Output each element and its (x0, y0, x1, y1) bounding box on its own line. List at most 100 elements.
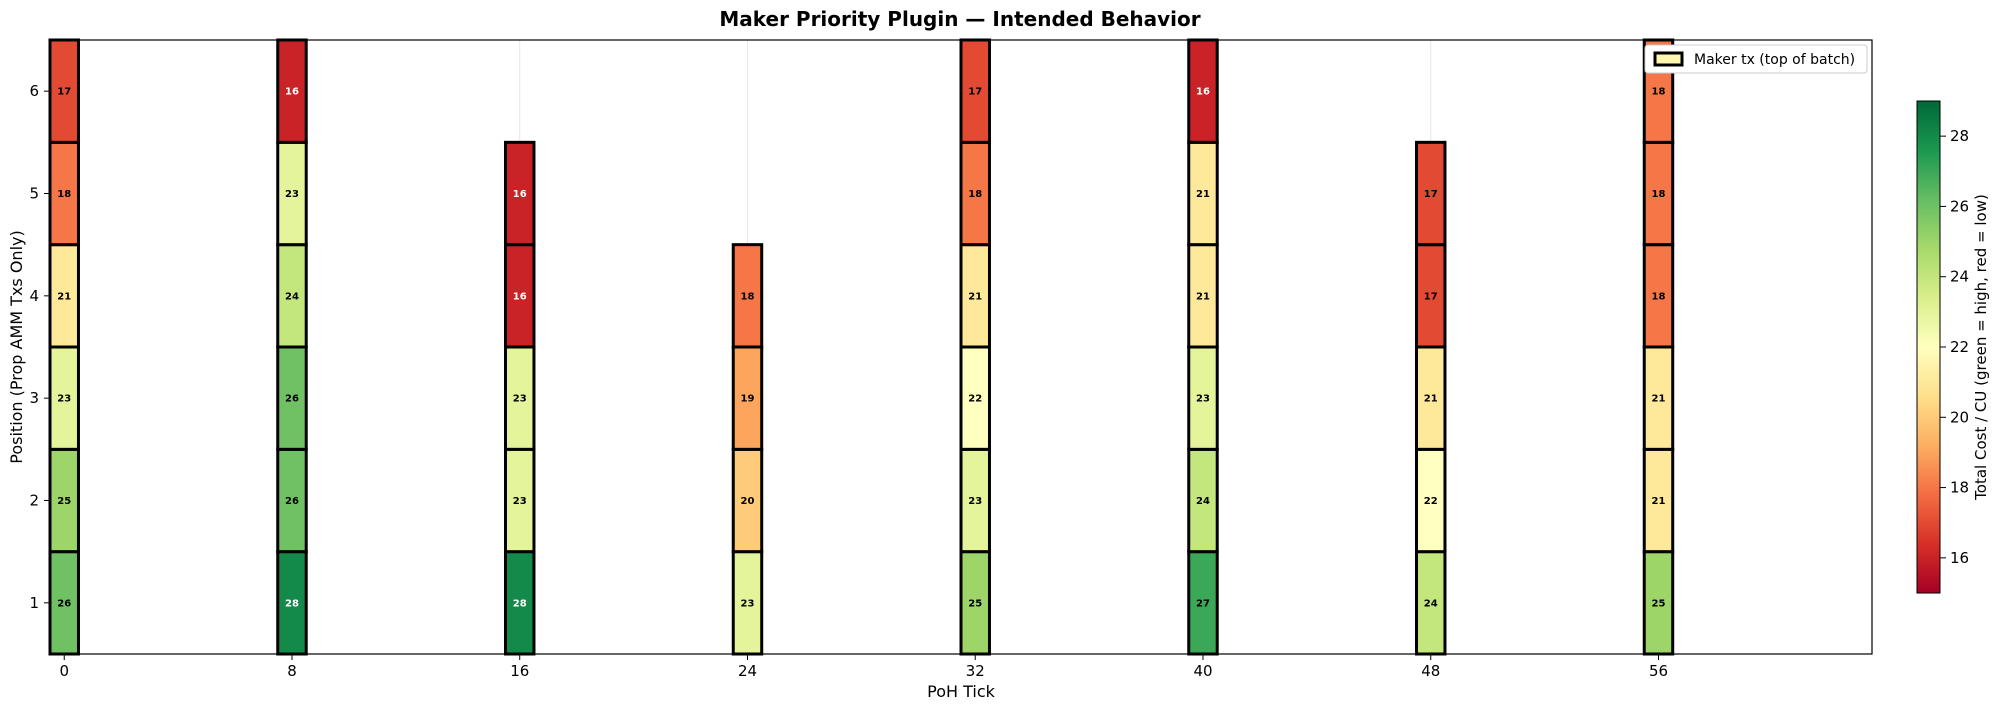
heatmap-cell (731, 550, 764, 656)
colorbar-tick-label: 28 (1950, 127, 1969, 145)
colorbar-ticks: 16 18 20 22 24 26 28 (1940, 127, 1969, 567)
cell-value-label: 27 (1196, 598, 1210, 609)
cell-value-label: 21 (57, 291, 71, 302)
cell-value-label: 24 (1424, 598, 1438, 609)
cell-value-label: 17 (968, 87, 982, 98)
cell-value-label: 25 (968, 598, 982, 609)
cell-value-label: 16 (513, 291, 527, 302)
cell-value-label: 23 (513, 394, 527, 405)
heatmap-cell (504, 140, 536, 247)
heatmap-cell (959, 345, 991, 451)
colorbar-label: Total Cost / CU (green = high, red = low… (1972, 194, 1990, 501)
y-tick-label: 4 (29, 287, 39, 305)
cell-value-label: 20 (741, 496, 755, 507)
heatmap-cells: 26 25 23 21 18 17 28 26 26 24 23 16 28 23 23 16 16 23 20 19… (48, 38, 1675, 656)
cell-value-label: 21 (1652, 496, 1666, 507)
y-tick-label: 5 (29, 185, 39, 203)
cell-value-label: 21 (1424, 394, 1438, 405)
x-tick-label: 8 (287, 662, 297, 680)
cell-value-label: 25 (57, 496, 71, 507)
heatmap-cell (1415, 243, 1447, 349)
heatmap-cell (1642, 345, 1675, 451)
cell-value-label: 23 (285, 189, 299, 200)
x-tick-label: 24 (738, 662, 757, 680)
cell-value-label: 26 (285, 394, 299, 405)
cell-value-label: 19 (741, 394, 755, 405)
x-axis: 0 8 16 24 32 40 48 56 (59, 654, 1668, 680)
cell-value-label: 23 (1196, 394, 1210, 405)
cell-value-label: 23 (513, 496, 527, 507)
colorbar-tick-label: 20 (1950, 408, 1969, 426)
x-tick-label: 40 (1193, 662, 1212, 680)
colorbar-tick-label: 26 (1950, 197, 1969, 215)
cell-value-label: 21 (1196, 189, 1210, 200)
cell-value-label: 21 (1652, 394, 1666, 405)
chart-title: Maker Priority Plugin — Intended Behavio… (719, 7, 1200, 31)
heatmap-cell (276, 345, 308, 451)
heatmap-cell (1415, 140, 1447, 247)
heatmap-cell (1415, 550, 1447, 656)
heatmap-cell (959, 38, 991, 144)
heatmap-cell (731, 243, 764, 349)
x-tick-label: 32 (966, 662, 985, 680)
cell-value-label: 17 (57, 87, 71, 98)
cell-value-label: 23 (968, 496, 982, 507)
y-tick-label: 2 (29, 492, 39, 510)
colorbar-tick-label: 18 (1950, 479, 1969, 497)
cell-value-label: 22 (1424, 496, 1438, 507)
heatmap-cell (276, 140, 308, 247)
legend: Maker tx (top of batch) (1644, 44, 1868, 74)
cell-value-label: 18 (968, 189, 982, 200)
cell-value-label: 18 (1652, 189, 1666, 200)
cell-value-label: 16 (285, 87, 299, 98)
heatmap-cell (1642, 447, 1675, 554)
heatmap-cell (1642, 140, 1675, 247)
x-tick-label: 0 (59, 662, 69, 680)
cell-value-label: 16 (513, 189, 527, 200)
cell-value-label: 17 (1424, 291, 1438, 302)
x-tick-label: 56 (1649, 662, 1668, 680)
colorbar-tick-label: 24 (1950, 268, 1969, 286)
colorbar-gradient (1916, 100, 1941, 594)
cell-value-label: 24 (1196, 496, 1210, 507)
cell-value-label: 18 (1652, 291, 1666, 302)
legend-label: Maker tx (top of batch) (1694, 52, 1855, 68)
y-axis-label: Position (Prop AMM Txs Only) (7, 230, 26, 463)
heatmap-cell (1642, 243, 1675, 349)
x-axis-label: PoH Tick (927, 682, 996, 701)
cell-value-label: 26 (285, 496, 299, 507)
cell-value-label: 18 (741, 291, 755, 302)
colorbar: 16 18 20 22 24 26 28 Total Cost / CU (green = … (1916, 100, 1990, 594)
cell-value-label: 21 (968, 291, 982, 302)
cell-value-label: 23 (741, 598, 755, 609)
heatmap-cell (276, 243, 308, 349)
cell-value-label: 22 (968, 394, 982, 405)
y-tick-label: 3 (29, 389, 39, 407)
cell-value-label: 18 (57, 189, 71, 200)
cell-value-label: 23 (57, 394, 71, 405)
heatmap-cell (1187, 447, 1219, 554)
heatmap-cell (959, 447, 991, 554)
cell-value-label: 17 (1424, 189, 1438, 200)
colorbar-tick-label: 22 (1950, 338, 1969, 356)
legend-swatch (1653, 51, 1684, 67)
cell-value-label: 28 (285, 598, 299, 609)
cell-value-label: 18 (1652, 87, 1666, 98)
cell-value-label: 16 (1196, 87, 1210, 98)
heatmap-cell (959, 140, 991, 247)
cell-value-label: 28 (513, 598, 527, 609)
heatmap-cell (1415, 447, 1447, 554)
colorbar-tick-label: 16 (1950, 549, 1969, 567)
plot-frame (49, 39, 1873, 655)
cell-value-label: 24 (285, 291, 299, 302)
x-tick-label: 48 (1421, 662, 1440, 680)
heatmap-cell (1415, 345, 1447, 451)
y-axis: 1 2 3 4 5 6 (29, 82, 50, 612)
heatmap-cell (731, 345, 764, 451)
heatmap-cell (48, 140, 80, 247)
y-tick-label: 1 (29, 594, 39, 612)
x-tick-label: 16 (510, 662, 529, 680)
legend-box (1644, 44, 1868, 74)
cell-value-label: 26 (57, 598, 71, 609)
